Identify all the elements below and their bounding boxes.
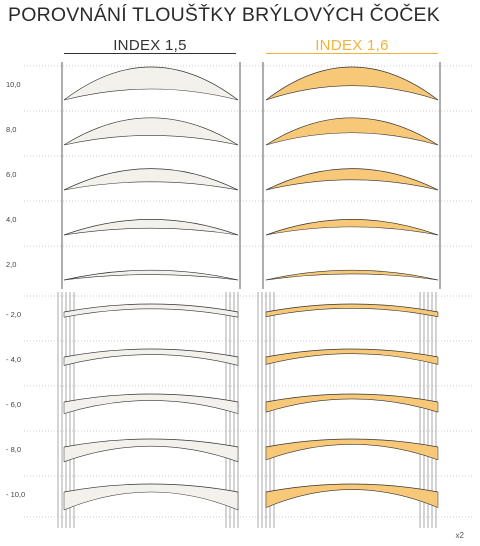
column-header-index-1-5: INDEX 1,5 [113, 37, 187, 54]
page-number: x2 [455, 531, 464, 540]
left-lens-front-surface [63, 168, 239, 191]
right-lens-body [266, 484, 438, 508]
right-lens-back-surface [265, 353, 439, 365]
right-lens-back-surface [265, 85, 439, 101]
left-lens-back-surface [63, 354, 239, 366]
left-lens-body [64, 484, 238, 510]
right-lens-body [266, 439, 438, 460]
right-lens-body [266, 394, 438, 413]
right-lens-body [266, 349, 438, 365]
row-label-power: - 2,0 [6, 309, 22, 319]
row-label-power: 2,0 [6, 259, 17, 269]
row-label-power: - 10,0 [6, 489, 26, 499]
right-lens-back-surface [265, 179, 439, 191]
left-lens-body [64, 439, 238, 462]
right-lens-back-surface [265, 308, 439, 318]
column-header-index-1-6: INDEX 1,6 [315, 37, 389, 54]
left-lens-back-surface [63, 181, 239, 191]
left-lens-front-surface [63, 303, 239, 313]
left-lens-front-surface [63, 393, 239, 403]
left-lens-back-surface [63, 227, 239, 236]
right-lens-back-surface [265, 489, 439, 508]
left-lens-body [64, 394, 238, 414]
row-label-power: 10,0 [6, 79, 21, 89]
left-lens-front-surface [63, 483, 239, 493]
right-lens-back-surface [265, 443, 439, 461]
column-header-rule-right [266, 53, 438, 54]
right-lens-front-surface [265, 438, 439, 448]
left-lens-front-surface [63, 348, 239, 358]
left-lens-body [64, 349, 238, 366]
left-lens-back-surface [63, 491, 239, 511]
right-lens-front-surface [265, 117, 439, 146]
right-lens-front-surface [265, 483, 439, 493]
right-lens-front-surface [265, 66, 439, 101]
right-lens-front-surface [265, 219, 439, 236]
row-label-power: 4,0 [6, 214, 17, 224]
right-lens-body [266, 304, 438, 317]
left-lens-back-surface [63, 274, 239, 281]
right-lens-front-surface [265, 269, 439, 281]
left-lens-body [64, 304, 238, 318]
right-lens-front-surface [265, 303, 439, 313]
row-label-power: 6,0 [6, 169, 17, 179]
right-lens-back-surface [265, 398, 439, 413]
row-label-power: - 8,0 [6, 444, 22, 454]
right-lens-front-surface [265, 168, 439, 191]
left-lens-front-surface [63, 66, 239, 101]
left-lens-front-surface [63, 219, 239, 236]
left-lens-back-surface [63, 135, 239, 146]
right-lens-front-surface [265, 348, 439, 358]
right-lens-back-surface [265, 132, 439, 146]
left-lens-back-surface [63, 308, 239, 318]
left-lens-front-surface [63, 269, 239, 281]
row-label-power: 8,0 [6, 124, 17, 134]
row-label-power: - 4,0 [6, 354, 22, 364]
right-lens-back-surface [265, 226, 439, 236]
column-header-rule-left [64, 53, 236, 54]
left-lens-back-surface [63, 400, 239, 414]
right-lens-front-surface [265, 393, 439, 403]
left-lens-back-surface [63, 445, 239, 463]
row-label-power: - 6,0 [6, 399, 22, 409]
right-lens-back-surface [265, 273, 439, 281]
left-lens-back-surface [63, 88, 239, 101]
left-lens-front-surface [63, 117, 239, 146]
left-lens-front-surface [63, 438, 239, 448]
page-title: POROVNÁNÍ TLOUŠŤKY BRÝLOVÝCH ČOČEK [8, 4, 440, 26]
